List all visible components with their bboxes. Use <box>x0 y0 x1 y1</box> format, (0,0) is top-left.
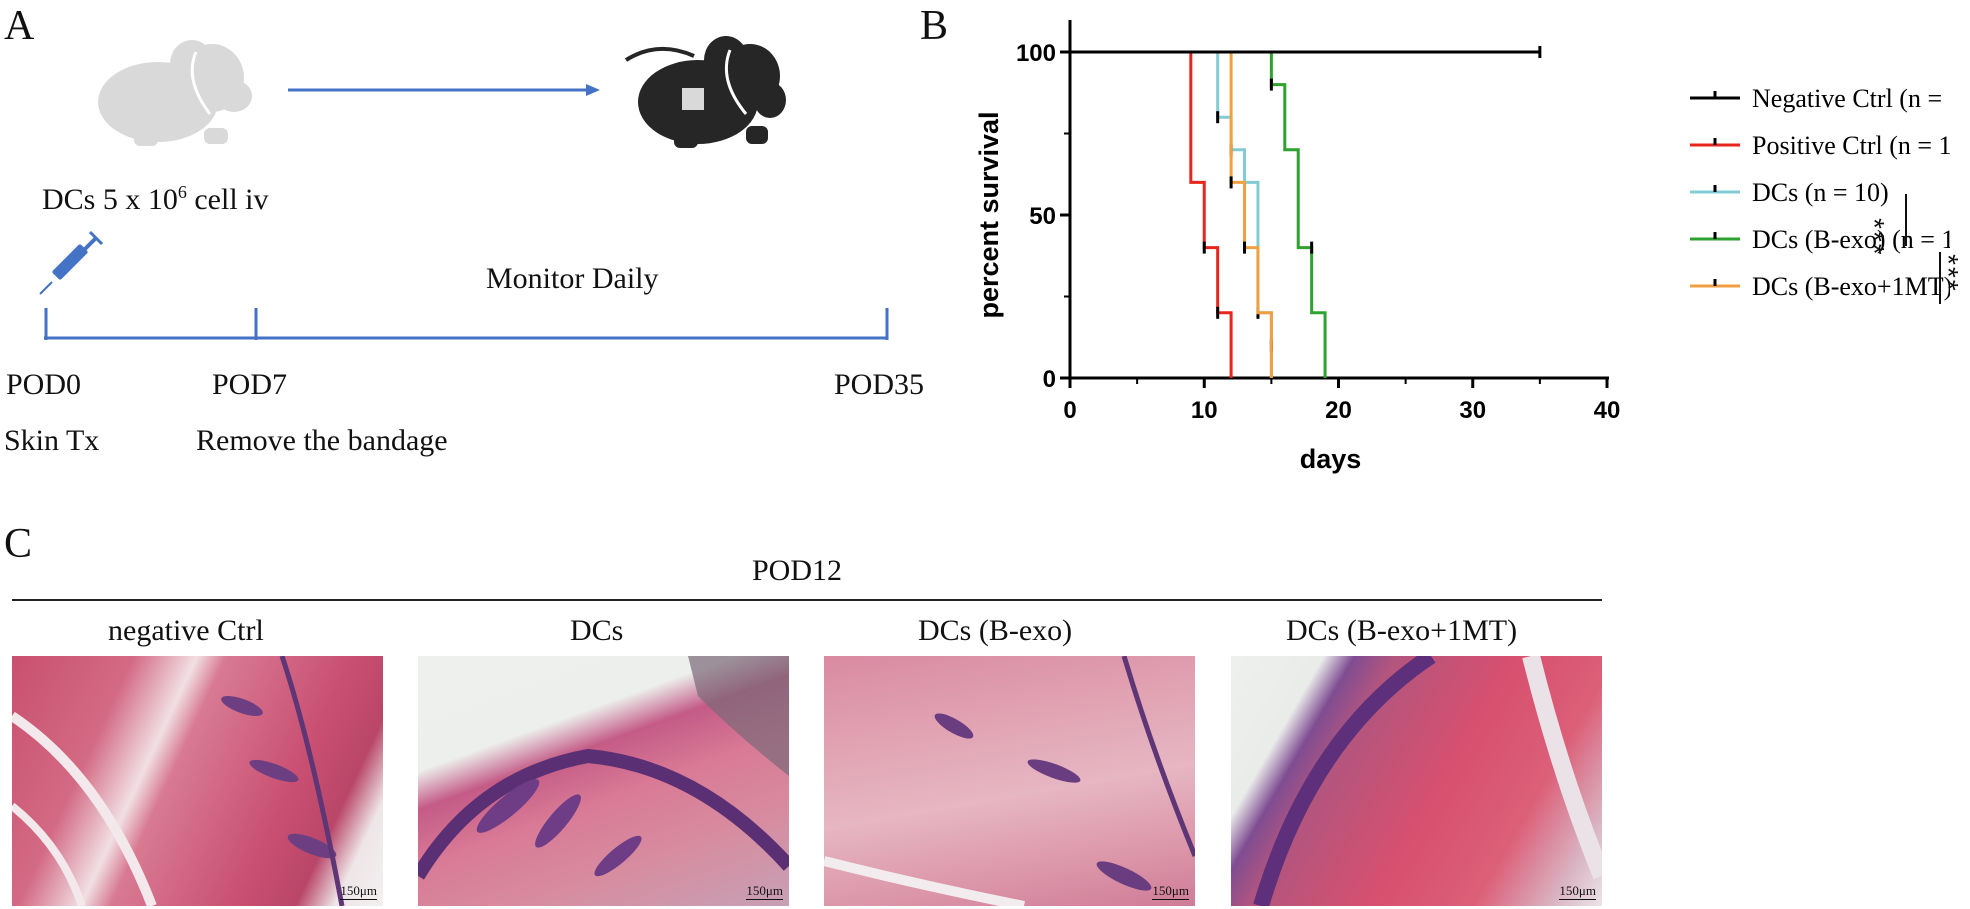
mouse-light-icon <box>98 40 252 146</box>
scale-bar-dcs-b-exo: 150μm <box>1152 883 1189 900</box>
scale-bar-dcs: 150μm <box>746 883 783 900</box>
panel-b-letter: B <box>920 3 949 49</box>
pod12-divider <box>12 599 1602 601</box>
y-tick-label: 100 <box>1016 40 1056 67</box>
series-line-2 <box>1070 50 1273 378</box>
image-label-dcs-b-exo-1mt: DCs (B-exo+1MT) <box>1286 614 1518 647</box>
image-label-negative-ctrl: negative Ctrl <box>108 614 264 647</box>
x-tick-label: 0 <box>1063 397 1076 424</box>
y-tick-label: 0 <box>1043 366 1056 393</box>
x-tick-label: 40 <box>1594 397 1621 424</box>
x-tick-label: 20 <box>1325 397 1352 424</box>
injection-label: DCs 5 x 106 cell iv <box>42 182 269 216</box>
syringe-icon <box>39 230 104 295</box>
pod12-header: POD12 <box>752 554 843 587</box>
scale-bar-dcs-b-exo-1mt: 150μm <box>1559 883 1596 900</box>
x-tick-label: 30 <box>1459 397 1486 424</box>
histology-image-dcs-b-exo: 150μm <box>824 656 1195 906</box>
series-line-4 <box>1070 50 1273 378</box>
significance-marker-1: *** <box>1859 218 1890 257</box>
timeline-event-skin-tx: Skin Tx <box>4 424 100 457</box>
scale-bar-negative-ctrl: 150μm <box>340 883 377 900</box>
significance-brackets <box>1905 194 1941 304</box>
histology-image-dcs: 150μm <box>418 656 789 906</box>
timeline-day-pod7: POD7 <box>212 368 288 401</box>
series-line-3 <box>1070 50 1327 378</box>
histology-image-negative-ctrl: 150μm <box>12 656 383 906</box>
legend-label-3: DCs (B-exo) (n = 10) <box>1752 225 1950 254</box>
monitor-daily-label: Monitor Daily <box>486 262 659 295</box>
y-axis-title: percent survival <box>974 111 1004 318</box>
panel-a-letter: A <box>4 3 35 49</box>
timeline-event-remove-bandage: Remove the bandage <box>196 424 448 457</box>
timeline <box>44 308 889 340</box>
legend-label-1: Positive Ctrl (n = 10) <box>1752 131 1950 160</box>
legend-label-4: DCs (B-exo+1MT) (n = 10) <box>1752 272 1950 301</box>
x-tick-label: 10 <box>1191 397 1218 424</box>
survival-chart: 0 10 20 30 40 0 50 100 days percent survival Nega… <box>974 20 1950 474</box>
timeline-day-pod0: POD0 <box>6 368 82 401</box>
legend-label-0: Negative Ctrl (n = 10) <box>1752 84 1950 113</box>
panel-c-letter: C <box>4 521 33 567</box>
x-axis-title: days <box>1300 444 1362 474</box>
image-label-dcs: DCs <box>570 614 624 647</box>
y-tick-label: 50 <box>1029 203 1056 230</box>
mouse-dark-icon <box>624 36 786 148</box>
arrow-right-icon <box>288 84 600 96</box>
histology-image-dcs-b-exo-1mt: 150μm <box>1231 656 1602 906</box>
series-line-1 <box>1070 50 1233 378</box>
timeline-day-pod35: POD35 <box>834 368 925 401</box>
image-label-dcs-b-exo: DCs (B-exo) <box>918 614 1073 647</box>
legend-label-2: DCs (n = 10) <box>1752 178 1889 207</box>
